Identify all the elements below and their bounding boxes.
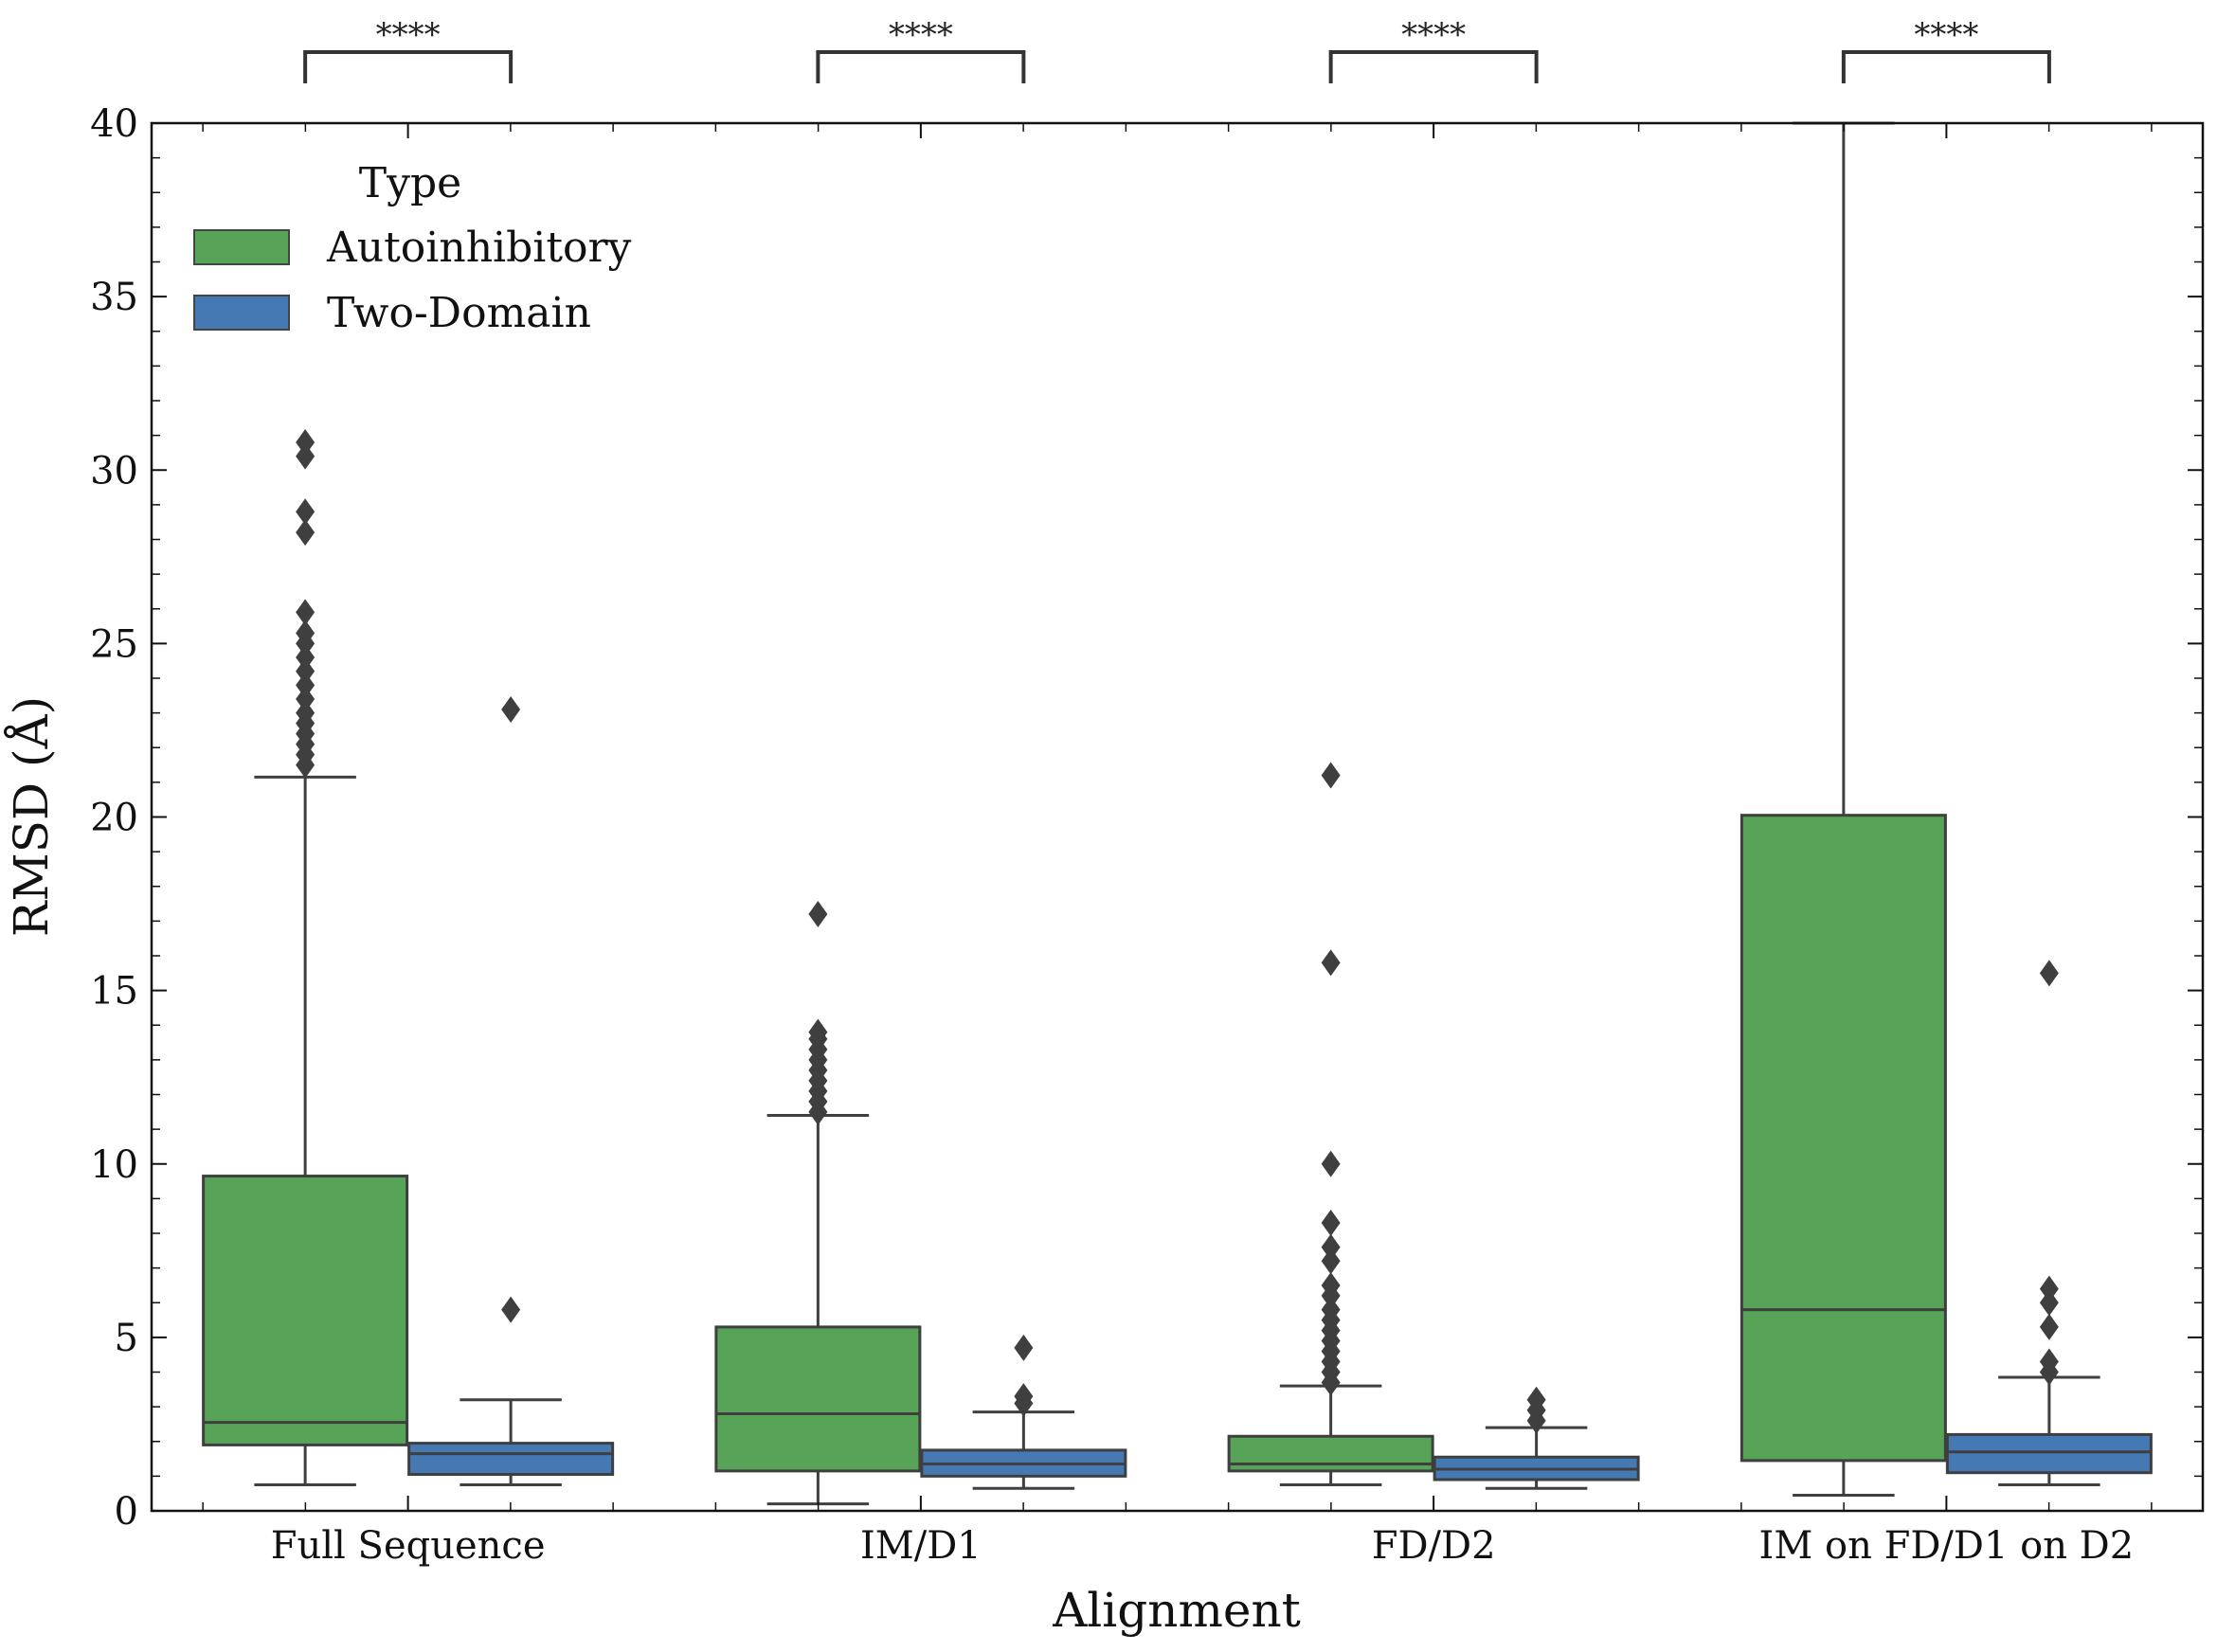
plot-layer xyxy=(202,121,2153,1506)
significance-layer: **** **** **** **** xyxy=(303,16,2051,83)
x-axis-title: Alignment xyxy=(1052,1583,1301,1638)
outlier-point xyxy=(296,519,315,547)
significance-bracket xyxy=(1841,50,2051,83)
outlier-point xyxy=(1321,1210,1341,1237)
outlier-point xyxy=(296,620,315,647)
box-group xyxy=(714,901,922,1506)
y-tick-label: 40 xyxy=(90,102,138,146)
outlier-point xyxy=(296,685,315,712)
outlier-point xyxy=(1321,1296,1341,1323)
outlier-point xyxy=(1014,1334,1034,1361)
box-group xyxy=(407,695,615,1487)
y-tick-label: 5 xyxy=(115,1317,138,1360)
box-group xyxy=(1945,960,2153,1487)
significance-bracket xyxy=(1328,50,1539,83)
box-group xyxy=(1433,1386,1640,1490)
y-tick-label: 20 xyxy=(90,797,138,840)
outlier-point xyxy=(296,699,315,727)
outlier-point xyxy=(296,599,315,626)
y-tick-label: 10 xyxy=(90,1143,138,1187)
legend-swatch-autoinhibitory xyxy=(193,229,290,265)
significance-bracket xyxy=(816,50,1026,83)
outlier-point xyxy=(2039,1275,2059,1302)
outlier-point xyxy=(1321,1271,1341,1299)
y-tick-label: 35 xyxy=(90,276,138,319)
outlier-point xyxy=(1526,1386,1546,1413)
outlier-point xyxy=(296,644,315,672)
box-iqr xyxy=(407,1442,615,1477)
significance-label: **** xyxy=(889,16,953,54)
box-iqr xyxy=(202,1175,409,1446)
legend-title: Type xyxy=(359,159,461,207)
legend: Type Autoinhibitory Two-Domain xyxy=(193,159,632,337)
box-iqr xyxy=(714,1325,922,1473)
y-axis-title: RMSD (Å) xyxy=(3,696,59,937)
outlier-point xyxy=(1321,762,1341,789)
tick-layer: 0 5 10 15 20 25 30 35 40 Full Sequence IM/D1 FD/D2 I… xyxy=(90,102,2203,1568)
outlier-point xyxy=(808,901,828,928)
legend-swatch-two-domain xyxy=(193,295,290,331)
box-iqr xyxy=(1739,814,1947,1463)
y-tick-label: 15 xyxy=(90,970,138,1014)
outlier-point xyxy=(296,428,315,456)
outlier-point xyxy=(296,672,315,699)
outlier-point xyxy=(501,1296,521,1323)
outlier-point xyxy=(2039,1289,2059,1317)
outlier-point xyxy=(808,1018,828,1046)
significance-bracket xyxy=(303,50,514,83)
significance-label: **** xyxy=(1401,16,1466,54)
box-group xyxy=(1227,762,1434,1487)
significance-label: **** xyxy=(376,16,441,54)
box-group xyxy=(1739,121,1947,1498)
y-tick-label: 0 xyxy=(115,1490,138,1534)
x-tick-label: FD/D2 xyxy=(1372,1524,1496,1568)
outlier-point xyxy=(1321,1150,1341,1177)
outlier-point xyxy=(1321,949,1341,977)
outlier-point xyxy=(296,442,315,470)
x-tick-label: IM/D1 xyxy=(860,1524,982,1568)
outlier-point xyxy=(2039,1348,2059,1375)
outlier-point xyxy=(2039,960,2059,987)
box-group xyxy=(920,1334,1127,1490)
outlier-point xyxy=(2039,1313,2059,1340)
legend-label-two-domain: Two-Domain xyxy=(327,289,591,337)
outlier-point xyxy=(1014,1383,1034,1410)
box-iqr xyxy=(1945,1432,2153,1475)
y-tick-label: 30 xyxy=(90,449,138,493)
outlier-point xyxy=(1321,1248,1341,1275)
y-tick-label: 25 xyxy=(90,622,138,666)
outlier-point xyxy=(501,695,521,723)
box-group xyxy=(202,428,409,1487)
x-tick-label: IM on FD/D1 on D2 xyxy=(1759,1524,2135,1568)
outlier-point xyxy=(1321,1233,1341,1261)
x-tick-label: Full Sequence xyxy=(271,1524,546,1568)
outlier-point xyxy=(296,498,315,526)
significance-label: **** xyxy=(1914,16,1978,54)
box-iqr xyxy=(1227,1434,1434,1473)
legend-label-autoinhibitory: Autoinhibitory xyxy=(326,224,632,272)
outlier-point xyxy=(296,657,315,685)
